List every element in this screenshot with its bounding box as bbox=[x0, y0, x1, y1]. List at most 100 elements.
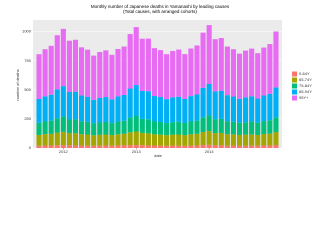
bar-segment bbox=[194, 120, 200, 134]
bar-segment bbox=[91, 145, 97, 148]
legend-swatch bbox=[292, 83, 297, 89]
y-tick-label: 0 bbox=[29, 145, 32, 150]
bar-segment bbox=[218, 90, 224, 119]
bar-segment bbox=[164, 135, 170, 146]
bar-segment bbox=[36, 134, 42, 146]
bar-segment bbox=[115, 121, 121, 135]
bar-segment bbox=[212, 119, 218, 134]
bar-segment bbox=[230, 121, 236, 135]
bar-segment bbox=[236, 122, 243, 135]
bar-segment bbox=[236, 134, 243, 146]
legend-label: 75-84Y bbox=[299, 83, 312, 88]
bar-segment bbox=[109, 54, 115, 100]
bar-segment bbox=[145, 119, 151, 134]
bar-segment bbox=[243, 97, 249, 123]
y-tick-label: 750 bbox=[24, 58, 31, 63]
bar-segment bbox=[60, 28, 66, 87]
bar-segment bbox=[42, 121, 48, 135]
bar-segment bbox=[200, 117, 206, 133]
bar-segment bbox=[182, 145, 188, 148]
bar-segment bbox=[206, 84, 212, 116]
bar-segment bbox=[85, 145, 91, 148]
bar-segment bbox=[97, 52, 103, 98]
bar-segment bbox=[261, 121, 267, 135]
x-tick-label: 2012 bbox=[59, 149, 69, 154]
bar-segment bbox=[36, 54, 42, 100]
x-axis-label: date bbox=[154, 153, 163, 158]
bar-segment bbox=[91, 135, 97, 146]
bar-segment bbox=[85, 121, 91, 135]
bar-segment bbox=[206, 115, 212, 132]
bar-segment bbox=[176, 121, 182, 135]
bar-segment bbox=[85, 96, 91, 122]
y-tick-label: 250 bbox=[24, 116, 31, 121]
bar-segment bbox=[249, 121, 255, 135]
bar-segment bbox=[194, 45, 200, 95]
legend-swatch bbox=[292, 95, 297, 101]
bar-segment bbox=[145, 133, 151, 146]
bar-segment bbox=[157, 122, 164, 135]
bar-segment bbox=[218, 145, 224, 148]
bar-segment bbox=[79, 121, 85, 135]
bar-segment bbox=[212, 91, 218, 120]
bar-segment bbox=[267, 93, 273, 121]
bar-segment bbox=[273, 117, 279, 133]
legend-label: 0-64Y bbox=[299, 71, 310, 76]
bar-segment bbox=[115, 96, 121, 122]
bar-segment bbox=[97, 97, 103, 123]
bar-segment bbox=[103, 97, 109, 122]
y-axis-label: number of deaths bbox=[15, 69, 20, 100]
bar-segment bbox=[66, 40, 72, 93]
bar-segment bbox=[121, 120, 127, 134]
y-tick-label: 1000 bbox=[22, 29, 32, 34]
bar-segment bbox=[218, 38, 224, 91]
bar-segment bbox=[157, 50, 164, 98]
chart: Monthly number of Japanese deaths in Yam… bbox=[15, 4, 312, 158]
bar-segment bbox=[42, 145, 48, 148]
bar-segment bbox=[139, 38, 145, 91]
bar-segment bbox=[206, 131, 212, 145]
bar-segment bbox=[230, 134, 236, 146]
bar-segment bbox=[115, 134, 121, 146]
bar-segment bbox=[236, 145, 243, 148]
bar-segment bbox=[224, 95, 230, 122]
bar-segment bbox=[243, 134, 249, 146]
bar-segment bbox=[243, 145, 249, 148]
bar-segment bbox=[133, 85, 139, 116]
bar-segment bbox=[109, 145, 115, 148]
bar-segment bbox=[243, 50, 249, 98]
bar-segment bbox=[206, 144, 212, 148]
bar-segment bbox=[85, 49, 91, 97]
y-tick-label: 500 bbox=[24, 87, 31, 92]
bar-segment bbox=[139, 145, 145, 148]
bar-segment bbox=[243, 122, 249, 135]
bar-segment bbox=[54, 145, 60, 148]
bar-segment bbox=[188, 145, 194, 148]
bar-segment bbox=[255, 145, 261, 148]
x-tick-label: 2013 bbox=[132, 149, 142, 154]
bar-segment bbox=[170, 50, 176, 98]
bar-segment bbox=[60, 116, 66, 132]
bar-segment bbox=[267, 133, 273, 146]
bar-segment bbox=[206, 25, 212, 84]
bar-segment bbox=[164, 54, 170, 100]
bar-segment bbox=[48, 45, 54, 95]
bar-segment bbox=[103, 134, 109, 146]
bar-segment bbox=[273, 87, 279, 118]
bar-segment bbox=[109, 123, 115, 136]
bar-segment bbox=[218, 118, 224, 133]
bar-segment bbox=[230, 145, 236, 148]
bar-segment bbox=[164, 123, 170, 136]
bar-segment bbox=[79, 134, 85, 146]
bar-segment bbox=[79, 47, 85, 96]
bar-segment bbox=[200, 132, 206, 145]
bar-segment bbox=[42, 134, 48, 146]
bar-segment bbox=[72, 39, 79, 92]
bar-segment bbox=[133, 131, 139, 145]
x-tick-label: 2014 bbox=[205, 149, 215, 154]
bar-segment bbox=[170, 145, 176, 148]
bar-segment bbox=[60, 86, 66, 117]
bar-segment bbox=[103, 145, 109, 148]
bar-segment bbox=[133, 144, 139, 148]
bar-segment bbox=[121, 94, 127, 121]
